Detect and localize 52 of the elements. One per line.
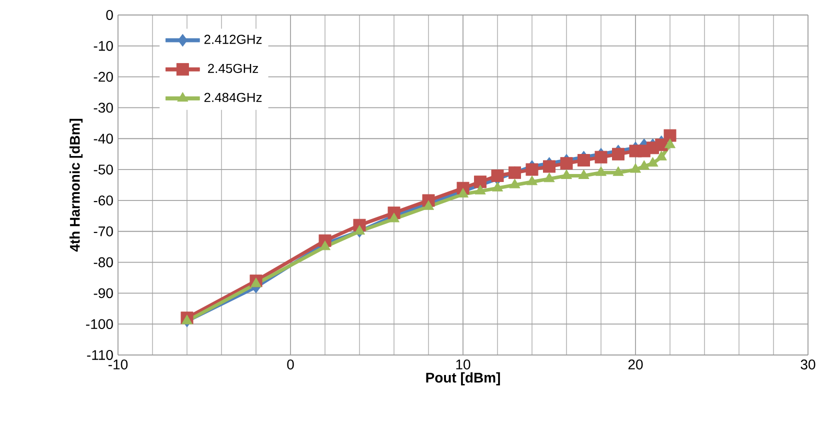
y-tick-label: -40 bbox=[94, 134, 113, 144]
legend-label: 2.45GHz bbox=[208, 64, 258, 74]
y-axis-title: 4th Harmonic [dBm] bbox=[70, 118, 83, 252]
point bbox=[492, 182, 503, 192]
point bbox=[182, 314, 192, 324]
x-tick-label: 20 bbox=[628, 360, 643, 370]
point bbox=[664, 138, 676, 148]
y-tick-label: -60 bbox=[94, 195, 113, 206]
y-tick-label: -110 bbox=[87, 350, 113, 360]
x-tick-label: -10 bbox=[108, 360, 128, 370]
point bbox=[561, 169, 572, 179]
x-tick-label: 30 bbox=[800, 360, 816, 370]
point bbox=[250, 278, 262, 288]
point bbox=[638, 160, 650, 170]
y-tick-label: -20 bbox=[94, 72, 113, 82]
point bbox=[612, 148, 625, 160]
point bbox=[544, 172, 555, 182]
y-tick-label: -90 bbox=[94, 288, 113, 298]
point bbox=[474, 176, 487, 188]
point bbox=[656, 150, 667, 160]
x-tick-label: 0 bbox=[287, 360, 294, 370]
point bbox=[388, 212, 400, 222]
point bbox=[596, 166, 606, 176]
point bbox=[664, 129, 676, 142]
y-tick-label: 0 bbox=[106, 10, 113, 20]
point bbox=[647, 157, 658, 167]
y-tick-label: -50 bbox=[94, 164, 113, 175]
point bbox=[594, 150, 608, 164]
legend-label: 2.412GHz bbox=[204, 34, 262, 44]
point bbox=[526, 176, 538, 186]
point bbox=[509, 178, 520, 188]
y-tick-label: -80 bbox=[94, 257, 113, 268]
y-tick-label: -10 bbox=[94, 40, 113, 51]
point bbox=[543, 160, 556, 173]
point bbox=[423, 200, 434, 210]
point bbox=[354, 225, 365, 235]
y-tick-label: -100 bbox=[86, 319, 113, 330]
point bbox=[491, 169, 504, 182]
point bbox=[458, 188, 468, 198]
point bbox=[578, 154, 590, 167]
point bbox=[612, 166, 624, 176]
point bbox=[578, 169, 590, 179]
point bbox=[560, 157, 573, 170]
point bbox=[526, 163, 538, 176]
legend-label: 2.484GHz bbox=[204, 92, 262, 102]
y-tick-label: -70 bbox=[94, 226, 113, 236]
y-tick-label: -30 bbox=[94, 102, 113, 113]
x-axis-title: Pout [dBm] bbox=[426, 372, 500, 386]
x-tick-label: 10 bbox=[456, 360, 470, 370]
point bbox=[320, 240, 330, 250]
point bbox=[474, 184, 486, 194]
point bbox=[630, 163, 641, 173]
